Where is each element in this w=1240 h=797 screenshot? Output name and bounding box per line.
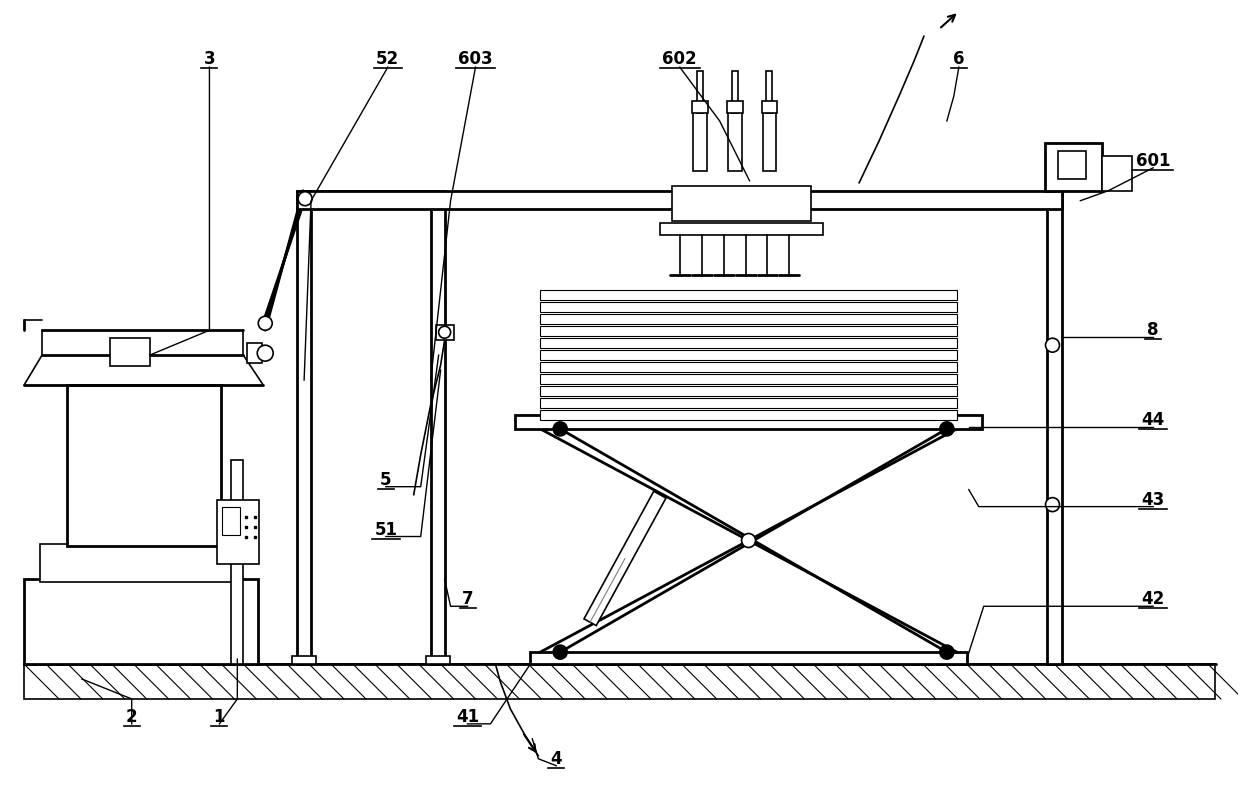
Bar bbox=[425, 656, 450, 664]
Bar bbox=[541, 398, 957, 408]
Bar bbox=[697, 71, 703, 113]
Text: 4: 4 bbox=[551, 750, 562, 768]
Text: 42: 42 bbox=[1142, 591, 1164, 608]
Text: 5: 5 bbox=[381, 471, 392, 489]
Circle shape bbox=[257, 345, 273, 361]
Bar bbox=[67, 385, 222, 547]
Bar bbox=[763, 111, 776, 171]
Text: 43: 43 bbox=[1142, 491, 1164, 508]
Bar bbox=[693, 111, 707, 171]
Text: 8: 8 bbox=[1147, 321, 1159, 340]
Circle shape bbox=[258, 316, 273, 330]
Text: 6: 6 bbox=[954, 50, 965, 69]
Bar bbox=[541, 314, 957, 324]
Bar bbox=[541, 290, 957, 300]
Bar bbox=[541, 338, 957, 348]
Circle shape bbox=[553, 422, 567, 436]
Bar bbox=[24, 664, 1215, 699]
Bar bbox=[430, 196, 445, 664]
Bar bbox=[232, 460, 243, 664]
Text: 41: 41 bbox=[456, 708, 479, 726]
Bar bbox=[541, 302, 957, 312]
Bar bbox=[1102, 156, 1132, 190]
Bar bbox=[660, 222, 823, 234]
Bar bbox=[222, 507, 241, 535]
Bar bbox=[727, 101, 743, 113]
Bar bbox=[298, 190, 1063, 209]
Circle shape bbox=[439, 326, 450, 338]
Bar bbox=[728, 111, 742, 171]
Bar bbox=[1047, 176, 1063, 664]
Bar bbox=[1059, 151, 1086, 179]
Text: 601: 601 bbox=[1136, 152, 1171, 170]
Bar bbox=[24, 579, 258, 664]
Text: 2: 2 bbox=[126, 708, 138, 726]
Bar bbox=[541, 362, 957, 372]
Circle shape bbox=[1045, 338, 1059, 352]
Circle shape bbox=[553, 645, 567, 659]
Circle shape bbox=[940, 645, 954, 659]
Text: 603: 603 bbox=[459, 50, 492, 69]
Bar bbox=[692, 101, 708, 113]
Text: 52: 52 bbox=[376, 50, 399, 69]
Circle shape bbox=[298, 192, 312, 206]
Bar bbox=[110, 338, 150, 366]
Bar bbox=[298, 196, 311, 664]
Bar bbox=[435, 325, 454, 340]
Bar bbox=[247, 344, 262, 363]
Bar bbox=[40, 544, 239, 583]
Circle shape bbox=[1045, 497, 1059, 512]
Bar bbox=[541, 350, 957, 360]
Bar bbox=[298, 190, 445, 206]
Text: 44: 44 bbox=[1142, 411, 1164, 429]
Bar bbox=[541, 386, 957, 396]
Text: 7: 7 bbox=[461, 591, 474, 608]
Text: 3: 3 bbox=[203, 50, 216, 69]
Bar bbox=[541, 374, 957, 384]
Text: 51: 51 bbox=[374, 520, 397, 539]
Bar bbox=[516, 415, 982, 429]
Bar bbox=[732, 71, 738, 113]
Bar bbox=[672, 186, 811, 221]
Bar bbox=[531, 652, 967, 664]
Bar bbox=[1044, 143, 1102, 190]
Bar bbox=[766, 71, 773, 113]
Circle shape bbox=[940, 422, 954, 436]
Bar bbox=[541, 326, 957, 336]
Bar bbox=[293, 656, 316, 664]
Bar bbox=[217, 500, 259, 564]
Circle shape bbox=[742, 533, 755, 548]
Text: 1: 1 bbox=[213, 708, 226, 726]
Bar bbox=[541, 410, 957, 420]
Bar bbox=[761, 101, 777, 113]
Polygon shape bbox=[584, 491, 666, 626]
Text: 602: 602 bbox=[662, 50, 697, 69]
